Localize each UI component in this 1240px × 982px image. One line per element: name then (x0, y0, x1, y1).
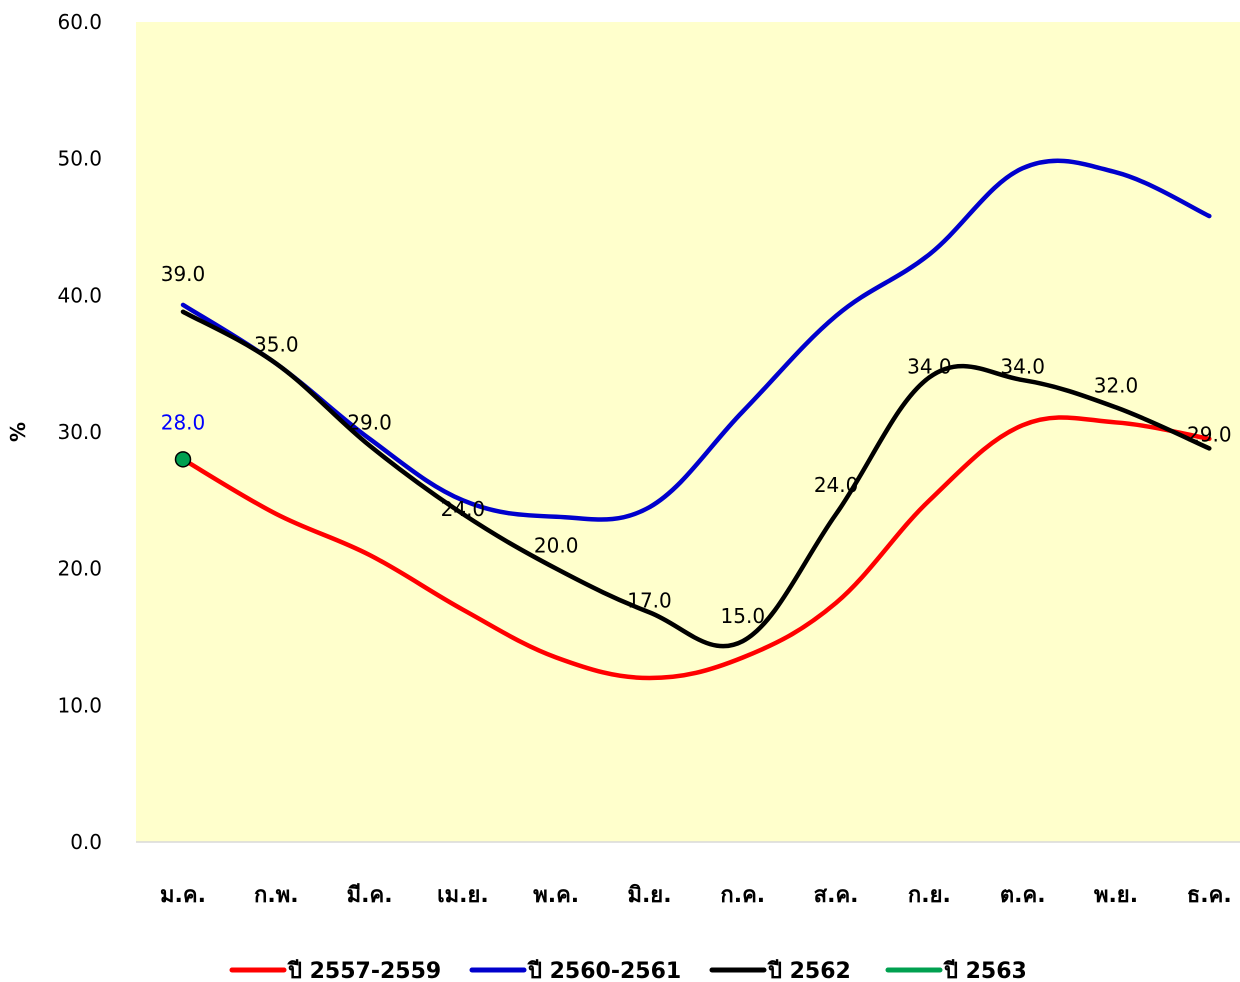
series-line-2 (180, 309, 1212, 649)
series-markers (174, 451, 192, 468)
x-tick-label: มิ.ย. (627, 883, 671, 908)
series-lines (180, 158, 1212, 681)
y-tick-label: 0.0 (70, 830, 102, 854)
y-tick-label: 60.0 (57, 10, 102, 34)
series-point-3 (174, 451, 192, 468)
data-label: 39.0 (161, 262, 206, 286)
y-tick-label: 10.0 (57, 693, 102, 717)
data-label: 29.0 (1187, 423, 1232, 447)
legend-label-2: ปี 2562 (767, 959, 851, 982)
data-label: 24.0 (814, 473, 859, 497)
x-tick-label: มี.ค. (347, 883, 393, 908)
series-line-0 (180, 415, 1212, 681)
legend-label-1: ปี 2560-2561 (527, 959, 681, 982)
x-tick-label: พ.ค. (533, 883, 579, 908)
y-tick-labels: 0.0 10.0 20.0 30.0 40.0 50.0 60.0 (57, 10, 102, 854)
y-tick-label: 20.0 (57, 557, 102, 581)
data-label: 34.0 (1000, 354, 1045, 378)
x-tick-label: ธ.ค. (1187, 883, 1232, 908)
legend-label-0: ปี 2557-2559 (287, 959, 441, 982)
x-tick-label: ส.ค. (814, 883, 859, 908)
x-tick-label: พ.ย. (1094, 883, 1138, 908)
y-tick-label: 30.0 (57, 420, 102, 444)
x-tick-label: ก.พ. (254, 883, 299, 908)
data-label: 28.0 (161, 410, 206, 434)
x-tick-labels: ม.ค. ก.พ. มี.ค. เม.ย. พ.ค. มิ.ย. ก.ค. ส.ค. ก.ย. ต… (160, 883, 1232, 908)
legend-label-3: ปี 2563 (943, 959, 1027, 982)
data-label: 34.0 (907, 354, 952, 378)
data-label: 24.0 (441, 497, 486, 521)
data-label: 20.0 (534, 534, 579, 558)
data-label: 29.0 (347, 411, 392, 435)
x-tick-label: ม.ค. (160, 883, 206, 908)
data-label: 17.0 (627, 589, 672, 613)
x-tick-label: เม.ย. (437, 883, 489, 908)
x-tick-label: ก.ค. (720, 883, 765, 908)
x-tick-label: ก.ย. (908, 883, 951, 908)
x-tick-label: ต.ค. (1000, 883, 1046, 908)
plot-area (136, 22, 1240, 842)
y-axis-title: % (6, 422, 30, 442)
data-label: 15.0 (721, 604, 766, 628)
data-label: 32.0 (1094, 374, 1139, 398)
y-tick-label: 40.0 (57, 283, 102, 307)
y-tick-label: 50.0 (57, 147, 102, 171)
data-labels: 39.0 35.0 29.0 24.0 20.0 17.0 15.0 24.0 34.0 34.0… (161, 262, 1232, 628)
series-line-1 (180, 158, 1212, 522)
legend: ปี 2557-2559 ปี 2560-2561 ปี 2562 ปี 2563 (229, 959, 1027, 982)
data-label: 35.0 (254, 333, 299, 357)
